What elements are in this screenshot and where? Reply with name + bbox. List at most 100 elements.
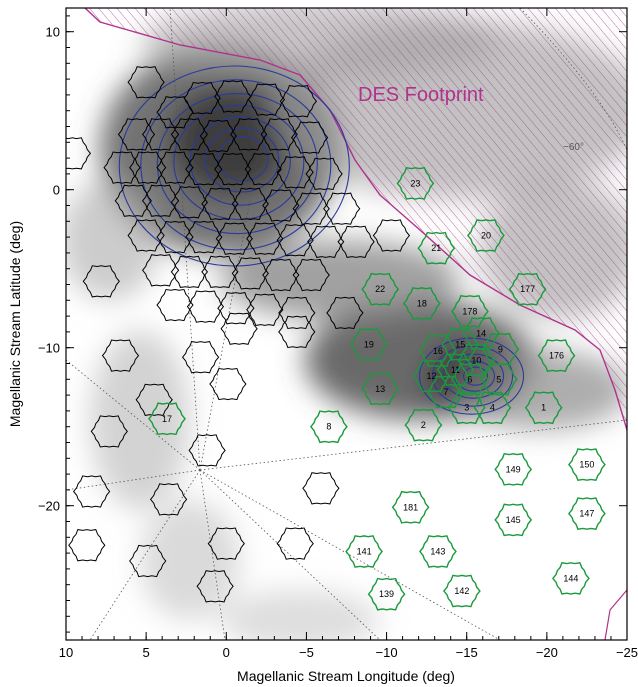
y-tick-label: −20	[38, 499, 60, 514]
green-field	[417, 231, 456, 265]
green-field-label: 181	[403, 502, 418, 512]
green-field	[568, 497, 606, 530]
green-field-label: 5	[496, 374, 501, 384]
green-field-label: 141	[357, 547, 372, 557]
black-field	[290, 121, 329, 154]
green-field	[473, 391, 512, 425]
green-field	[418, 535, 457, 568]
green-field-label: 177	[520, 284, 535, 294]
green-field	[466, 219, 505, 252]
black-field	[101, 339, 140, 372]
green-field-label: 1	[541, 403, 546, 413]
green-field-label: 2	[421, 420, 426, 430]
black-field	[199, 119, 237, 153]
black-field	[141, 118, 180, 151]
black-field	[302, 472, 340, 505]
lmc-contour	[204, 127, 280, 193]
black-field	[170, 118, 209, 151]
dec-grid-label: −60°	[563, 142, 584, 153]
black-field	[246, 293, 284, 326]
green-field	[418, 334, 457, 368]
smc-contour	[462, 366, 489, 386]
green-field-label: 14	[476, 328, 486, 338]
black-field	[292, 258, 330, 292]
green-field	[462, 317, 501, 350]
green-field-label: 4	[490, 403, 495, 413]
green-field-label: 13	[375, 384, 385, 394]
black-field	[129, 544, 167, 578]
y-tick-label: −10	[38, 341, 60, 356]
black-field	[181, 341, 220, 374]
black-field	[196, 570, 234, 603]
black-field	[247, 83, 286, 116]
black-field	[185, 153, 223, 186]
green-field	[450, 295, 489, 328]
green-field	[349, 328, 388, 361]
green-field-label: 147	[579, 509, 594, 519]
green-field	[494, 453, 533, 486]
y-tick-label: 10	[46, 25, 60, 40]
green-field-label: 22	[375, 284, 385, 294]
black-field	[230, 118, 268, 151]
green-field	[361, 372, 400, 406]
black-field	[72, 475, 111, 508]
green-field-label: 19	[364, 340, 374, 350]
green-field	[508, 272, 547, 306]
green-field-label: 18	[417, 298, 427, 308]
lmc-contour	[173, 104, 305, 220]
green-field-label: 176	[549, 351, 564, 361]
black-field	[207, 527, 245, 560]
green-field-label: 9	[498, 344, 503, 354]
green-field	[396, 167, 435, 200]
green-field	[361, 272, 400, 306]
black-field	[201, 187, 239, 221]
black-field	[209, 367, 247, 401]
green-field	[537, 339, 576, 372]
green-field	[404, 408, 443, 442]
black-field	[372, 219, 411, 252]
black-field	[276, 527, 314, 560]
black-field	[156, 288, 194, 322]
black-field	[156, 151, 194, 184]
black-field	[244, 153, 282, 186]
x-tick-label: −20	[536, 645, 558, 660]
des-footprint-label: DES Footprint	[358, 84, 484, 106]
green-field	[402, 287, 441, 320]
black-field	[127, 66, 165, 99]
black-field	[276, 224, 314, 257]
black-field	[262, 258, 300, 292]
green-field-label: 11	[451, 365, 460, 375]
x-tick-label: −25	[616, 645, 638, 660]
lmc-contour	[156, 93, 318, 235]
black-field	[186, 290, 225, 323]
green-field-label: 144	[563, 573, 578, 583]
black-field	[276, 156, 314, 189]
x-tick-label: −15	[456, 645, 478, 660]
green-field-label: 150	[579, 460, 594, 470]
plot-frame	[65, 7, 628, 641]
y-tick-label: 0	[53, 183, 60, 198]
green-field-label: 139	[379, 589, 394, 599]
green-field-label: 149	[506, 464, 521, 474]
black-field	[201, 255, 239, 288]
x-axis-title: Magellanic Stream Longitude (deg)	[237, 668, 455, 684]
black-field	[170, 255, 209, 288]
black-field	[307, 225, 345, 258]
green-field	[148, 402, 186, 436]
green-field	[412, 359, 451, 393]
black-field	[279, 85, 318, 118]
green-field-label: 15	[455, 340, 465, 350]
green-field-label: 6	[467, 374, 472, 384]
green-field	[391, 490, 430, 524]
black-field	[156, 220, 194, 254]
des-footprint-region	[85, 8, 627, 430]
black-field	[127, 219, 165, 252]
black-field	[214, 80, 252, 113]
green-field	[457, 344, 496, 377]
green-field-label: 10	[471, 355, 481, 365]
black-field	[66, 137, 92, 170]
axis-ticks: 10 5 0 −5 −10 −15 −20 −25 10 0 −10 −20	[38, 8, 638, 660]
black-field	[278, 315, 316, 349]
